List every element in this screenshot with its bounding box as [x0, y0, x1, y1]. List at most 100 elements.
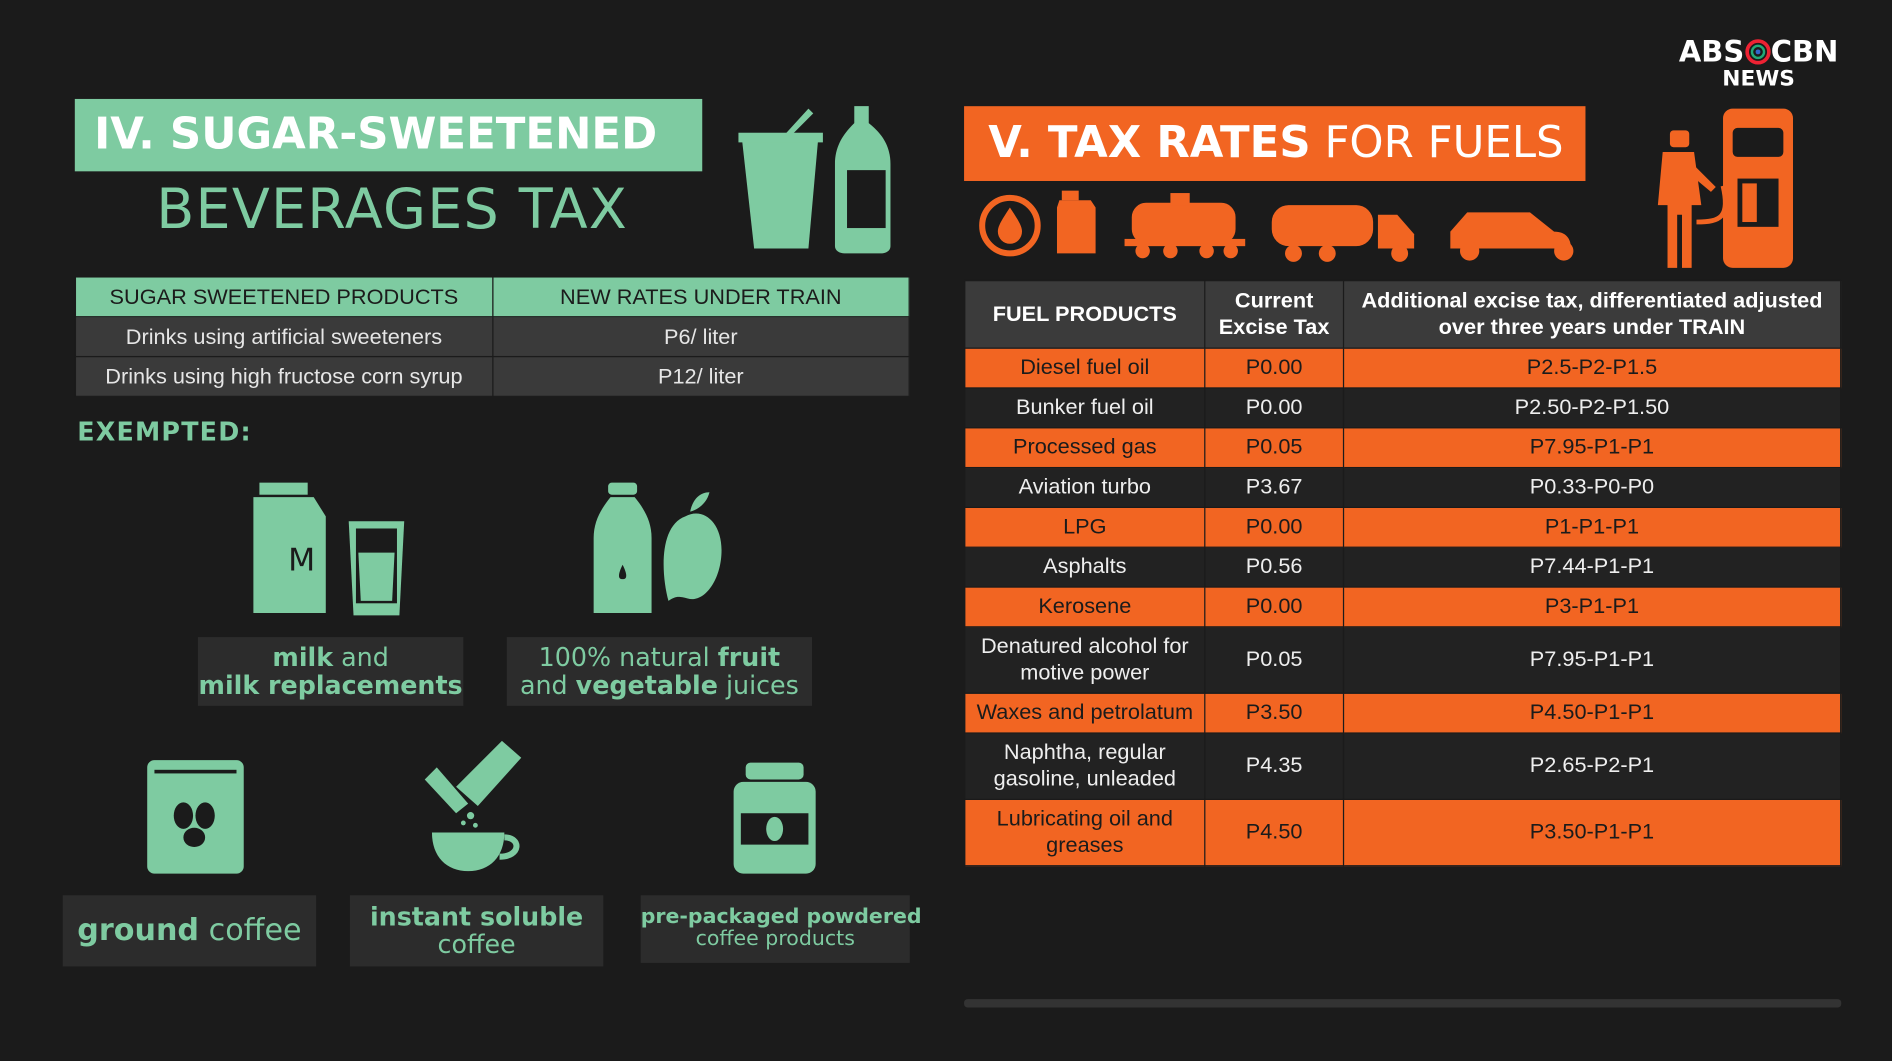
label-text: instant soluble — [369, 903, 584, 933]
logo-news: NEWS — [1722, 66, 1795, 92]
label-line: milk and — [198, 645, 463, 672]
label-text: 100% natural — [538, 643, 718, 673]
table-cell: P0.00 — [1204, 586, 1344, 628]
header-cell: FUEL PRODUCTS — [964, 279, 1206, 349]
table-cell: P12/ liter — [491, 355, 910, 397]
table-cell: P3.50-P1-P1 — [1342, 798, 1842, 867]
milk-icon: M — [253, 482, 405, 616]
table-cell: Lubricating oil and greases — [964, 798, 1206, 867]
label-line: instant soluble — [350, 904, 603, 931]
label-text: milk replacements — [198, 670, 463, 700]
table-row: Aviation turbo P3.67 P0.33-P0-P0 — [964, 466, 1842, 508]
coffee-jar-icon — [733, 762, 816, 874]
exempted-label: ground coffee — [62, 895, 317, 967]
table-row: Processed gas P0.05 P7.95-P1-P1 — [964, 427, 1842, 469]
label-line: pre-packaged powdered — [641, 906, 922, 930]
label-text: ground — [77, 912, 200, 948]
header-row: FUEL PRODUCTS Current Excise Tax Additiona… — [964, 279, 1842, 349]
label-line: coffee — [350, 931, 603, 958]
table-row: Waxes and petrolatum P3.50 P4.50-P1-P1 — [964, 692, 1842, 734]
label-text: and — [333, 643, 389, 673]
table-cell: P3.50 — [1204, 692, 1344, 734]
table-cell: P0.00 — [1204, 506, 1344, 548]
coffee-bag-icon — [147, 760, 244, 874]
table-row: Diesel fuel oil P0.00 P2.5-P2-P1.5 — [964, 347, 1842, 389]
table-cell: P7.95-P1-P1 — [1342, 427, 1842, 469]
table-cell: Kerosene — [964, 586, 1206, 628]
logo-text: CBN — [1770, 34, 1839, 69]
label-text: pre-packaged powdered — [640, 905, 922, 930]
label-text: coffee — [199, 912, 302, 948]
table-cell: P4.35 — [1204, 732, 1344, 800]
fuel-table: FUEL PRODUCTS Current Excise Tax Additiona… — [964, 279, 1842, 867]
fuel-icons — [979, 108, 1794, 268]
label-text: vegetable — [575, 670, 718, 700]
exempted-label: pre-packaged powdered coffee products — [640, 895, 922, 963]
label-line: ground coffee — [63, 912, 316, 948]
label-line: coffee products — [641, 926, 910, 951]
label-text: coffee products — [695, 926, 855, 951]
table-cell: P2.50-P2-P1.50 — [1342, 387, 1842, 429]
table-cell: P2.5-P2-P1.5 — [1342, 347, 1842, 389]
table-cell: P4.50-P1-P1 — [1342, 692, 1842, 734]
table-row: Kerosene P0.00 P3-P1-P1 — [964, 586, 1842, 628]
exempted-label: EXEMPTED: — [77, 417, 252, 447]
header-cell: Current Excise Tax — [1204, 279, 1344, 349]
table-cell: Drinks using artificial sweeteners — [74, 316, 494, 358]
table-row: Drinks using high fructose corn syrup P12… — [74, 355, 910, 397]
header-cell: SUGAR SWEETENED PRODUCTS — [74, 276, 494, 318]
table-cell: P3.67 — [1204, 466, 1344, 508]
label-text: milk — [272, 643, 334, 673]
table-cell: P0.00 — [1204, 387, 1344, 429]
table-row: Drinks using artificial sweeteners P6/ li… — [74, 316, 910, 358]
table-row: Asphalts P0.56 P7.44-P1-P1 — [964, 546, 1842, 588]
table-row: Naphtha, regular gasoline, unleaded P4.35… — [964, 732, 1842, 800]
section-title: V. TAX RATES FOR FUELS — [964, 106, 1586, 181]
exempted-label: milk and milk replacements — [197, 637, 464, 706]
table-cell: P3-P1-P1 — [1342, 586, 1842, 628]
table-cell: P6/ liter — [491, 316, 910, 358]
table-row: Denatured alcohol for motive power P0.05 P… — [964, 626, 1842, 694]
sugar-table: SUGAR SWEETENED PRODUCTS NEW RATES UNDER … — [74, 276, 910, 397]
scrollbar[interactable] — [964, 999, 1842, 1008]
header-cell: NEW RATES UNDER TRAIN — [491, 276, 910, 318]
header-row: SUGAR SWEETENED PRODUCTS NEW RATES UNDER … — [74, 276, 910, 318]
logo-mark — [1744, 39, 1771, 65]
label-line: milk replacements — [198, 671, 463, 698]
label-line: 100% natural fruit — [507, 645, 812, 672]
table-cell: Aviation turbo — [964, 466, 1206, 508]
table-cell: P7.95-P1-P1 — [1342, 626, 1842, 694]
label-text: fruit — [717, 643, 781, 673]
exempted-label: 100% natural fruit and vegetable juices — [506, 637, 813, 706]
label-text: juices — [717, 670, 799, 700]
table-cell: P2.65-P2-P1 — [1342, 732, 1842, 800]
table-row: Lubricating oil and greases P4.50 P3.50-P1… — [964, 798, 1842, 867]
label-text: and — [519, 670, 576, 700]
table-cell: P1-P1-P1 — [1342, 506, 1842, 548]
instant-coffee-icon — [424, 740, 522, 872]
svg-text:M: M — [288, 543, 315, 579]
title-bold: V. TAX RATES — [988, 118, 1311, 168]
fruit-icon — [593, 482, 722, 613]
table-cell: P7.44-P1-P1 — [1342, 546, 1842, 588]
table-cell: Waxes and petrolatum — [964, 692, 1206, 734]
logo: ABS CBN NEWS — [1665, 36, 1852, 92]
logo-top: ABS CBN — [1665, 36, 1852, 67]
title-light: FOR FUELS — [1324, 118, 1564, 168]
table-cell: Naphtha, regular gasoline, unleaded — [964, 732, 1206, 800]
exempted-label: instant soluble coffee — [349, 895, 604, 967]
table-cell: P0.05 — [1204, 427, 1344, 469]
table-row: LPG P0.00 P1-P1-P1 — [964, 506, 1842, 548]
table-cell: Processed gas — [964, 427, 1206, 469]
table-cell: LPG — [964, 506, 1206, 548]
table-row: Bunker fuel oil P0.00 P2.50-P2-P1.50 — [964, 387, 1842, 429]
logo-text: ABS — [1678, 34, 1745, 69]
table-cell: Drinks using high fructose corn syrup — [74, 355, 494, 397]
table-cell: Diesel fuel oil — [964, 347, 1206, 389]
table-cell: Asphalts — [964, 546, 1206, 588]
table-cell: P4.50 — [1204, 798, 1344, 867]
section-subtitle: BEVERAGES TAX — [156, 176, 628, 242]
beverage-icons — [738, 106, 891, 254]
